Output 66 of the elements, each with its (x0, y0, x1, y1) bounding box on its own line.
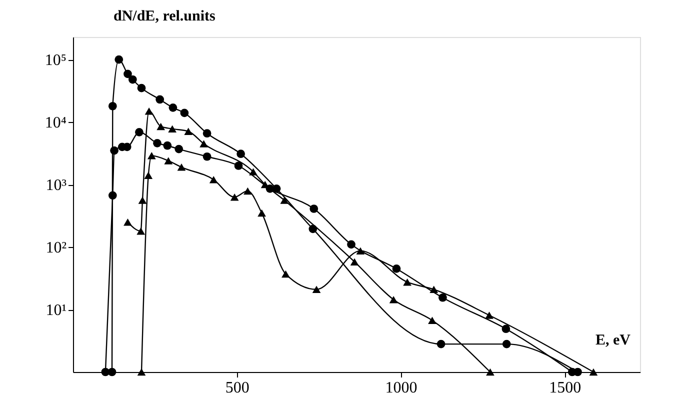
point (244, 187, 252, 195)
point (200, 140, 208, 148)
point (144, 172, 153, 180)
point (138, 196, 147, 204)
point (209, 176, 218, 184)
point (485, 312, 494, 319)
point (163, 141, 172, 150)
point (156, 122, 166, 130)
point (202, 152, 212, 161)
point (110, 146, 118, 155)
point (258, 209, 266, 217)
point (236, 150, 245, 158)
point (108, 191, 117, 200)
point (230, 193, 239, 201)
y-tick-label: 10¹ (46, 302, 67, 320)
point (502, 340, 511, 348)
point (108, 102, 117, 110)
point (202, 129, 212, 138)
point (137, 368, 146, 376)
x-tick-label: 500 (225, 380, 250, 396)
point (180, 108, 189, 118)
x-tick-label: 1500 (549, 380, 582, 396)
point (430, 286, 438, 294)
point (135, 128, 144, 136)
point (502, 324, 510, 334)
point (184, 128, 193, 135)
y-axis-title: dN/dE, rel.units (114, 8, 216, 24)
point (356, 247, 365, 254)
point (282, 270, 290, 278)
x-tick-label: 1000 (385, 380, 418, 396)
point (312, 286, 321, 294)
y-tick-label: 10⁵ (44, 52, 66, 70)
point (280, 196, 289, 204)
point (168, 104, 178, 112)
point (177, 164, 186, 171)
point (436, 340, 446, 348)
point (147, 152, 156, 160)
point (403, 278, 412, 286)
point (124, 218, 132, 226)
point (114, 55, 124, 64)
point (128, 75, 137, 84)
y-tick-label: 10² (46, 240, 67, 257)
y-tick-label: 10⁴ (44, 114, 67, 132)
point (486, 368, 494, 376)
point (168, 125, 176, 132)
point (153, 138, 162, 148)
point (589, 368, 598, 376)
point (136, 227, 146, 235)
point (249, 168, 258, 176)
point (164, 157, 173, 164)
point (156, 95, 164, 104)
point (101, 368, 110, 376)
point (174, 144, 184, 154)
point (137, 84, 146, 92)
point (392, 264, 401, 273)
point (347, 240, 356, 249)
x-axis-title: E, eV (596, 332, 631, 348)
point (310, 204, 318, 213)
point (350, 258, 359, 266)
point (389, 296, 398, 304)
point (124, 70, 132, 78)
point (438, 293, 447, 302)
point (234, 162, 243, 170)
point (144, 107, 154, 115)
point (428, 316, 436, 324)
y-tick-label: 10³ (46, 177, 67, 194)
